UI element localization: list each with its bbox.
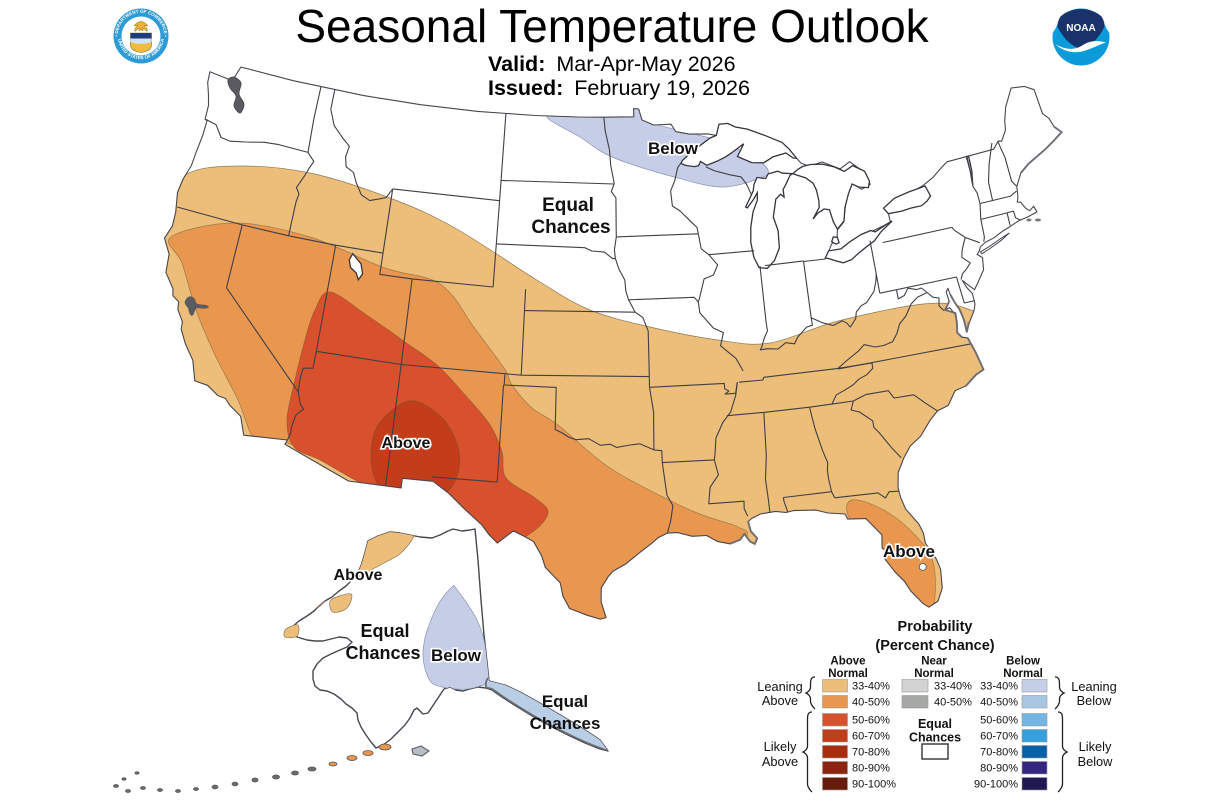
svg-text:Below: Below: [1078, 754, 1114, 769]
svg-text:Normal: Normal: [828, 668, 868, 680]
svg-text:50-60%: 50-60%: [980, 715, 1018, 727]
svg-text:Chances: Chances: [909, 731, 961, 745]
svg-text:Leaning: Leaning: [757, 679, 803, 694]
svg-text:40-50%: 40-50%: [934, 697, 972, 709]
svg-text:40-50%: 40-50%: [980, 697, 1018, 709]
svg-text:Probability: Probability: [898, 619, 973, 635]
svg-text:33-40%: 33-40%: [934, 681, 972, 693]
svg-text:Seasonal Temperature Outlook: Seasonal Temperature Outlook: [295, 0, 929, 52]
svg-text:80-90%: 80-90%: [852, 763, 890, 775]
svg-text:33-40%: 33-40%: [852, 681, 890, 693]
svg-text:33-40%: 33-40%: [980, 681, 1018, 693]
svg-text:Chances: Chances: [530, 714, 601, 733]
svg-text:Below: Below: [1077, 693, 1113, 708]
svg-text:Valid: Mar-Apr-May 2026: Valid: Mar-Apr-May 2026: [488, 52, 736, 76]
svg-text:70-80%: 70-80%: [852, 747, 890, 759]
svg-text:70-80%: 70-80%: [980, 747, 1018, 759]
svg-text:Likely: Likely: [764, 739, 797, 754]
svg-text:Below: Below: [648, 139, 699, 158]
svg-text:Near: Near: [921, 656, 947, 668]
svg-text:50-60%: 50-60%: [852, 715, 890, 727]
svg-text:NOAA: NOAA: [1066, 23, 1095, 34]
svg-text:Equal: Equal: [360, 621, 409, 641]
svg-text:Normal: Normal: [914, 668, 954, 680]
svg-text:80-90%: 80-90%: [980, 763, 1018, 775]
svg-text:Equal: Equal: [542, 692, 588, 711]
svg-text:Equal: Equal: [542, 195, 594, 216]
svg-text:Normal: Normal: [1003, 668, 1043, 680]
svg-text:Chances: Chances: [531, 217, 610, 238]
svg-text:60-70%: 60-70%: [980, 731, 1018, 743]
svg-text:Below: Below: [431, 646, 482, 665]
svg-text:40-50%: 40-50%: [852, 697, 890, 709]
svg-text:(Percent Chance): (Percent Chance): [875, 638, 994, 654]
svg-text:Above: Above: [830, 656, 865, 668]
svg-text:90-100%: 90-100%: [974, 779, 1018, 791]
svg-text:Above: Above: [382, 435, 431, 452]
svg-text:Below: Below: [1006, 656, 1040, 668]
svg-text:Likely: Likely: [1079, 739, 1112, 754]
svg-text:Issued: February 19, 2026: Issued: February 19, 2026: [488, 76, 750, 100]
svg-text:Above: Above: [762, 754, 798, 769]
svg-text:Equal: Equal: [918, 717, 952, 731]
svg-text:Above: Above: [334, 567, 383, 584]
svg-text:60-70%: 60-70%: [852, 731, 890, 743]
svg-text:Above: Above: [883, 542, 935, 561]
svg-text:Chances: Chances: [345, 643, 420, 663]
svg-text:90-100%: 90-100%: [852, 779, 896, 791]
svg-text:Leaning: Leaning: [1071, 679, 1117, 694]
svg-text:Above: Above: [762, 693, 798, 708]
